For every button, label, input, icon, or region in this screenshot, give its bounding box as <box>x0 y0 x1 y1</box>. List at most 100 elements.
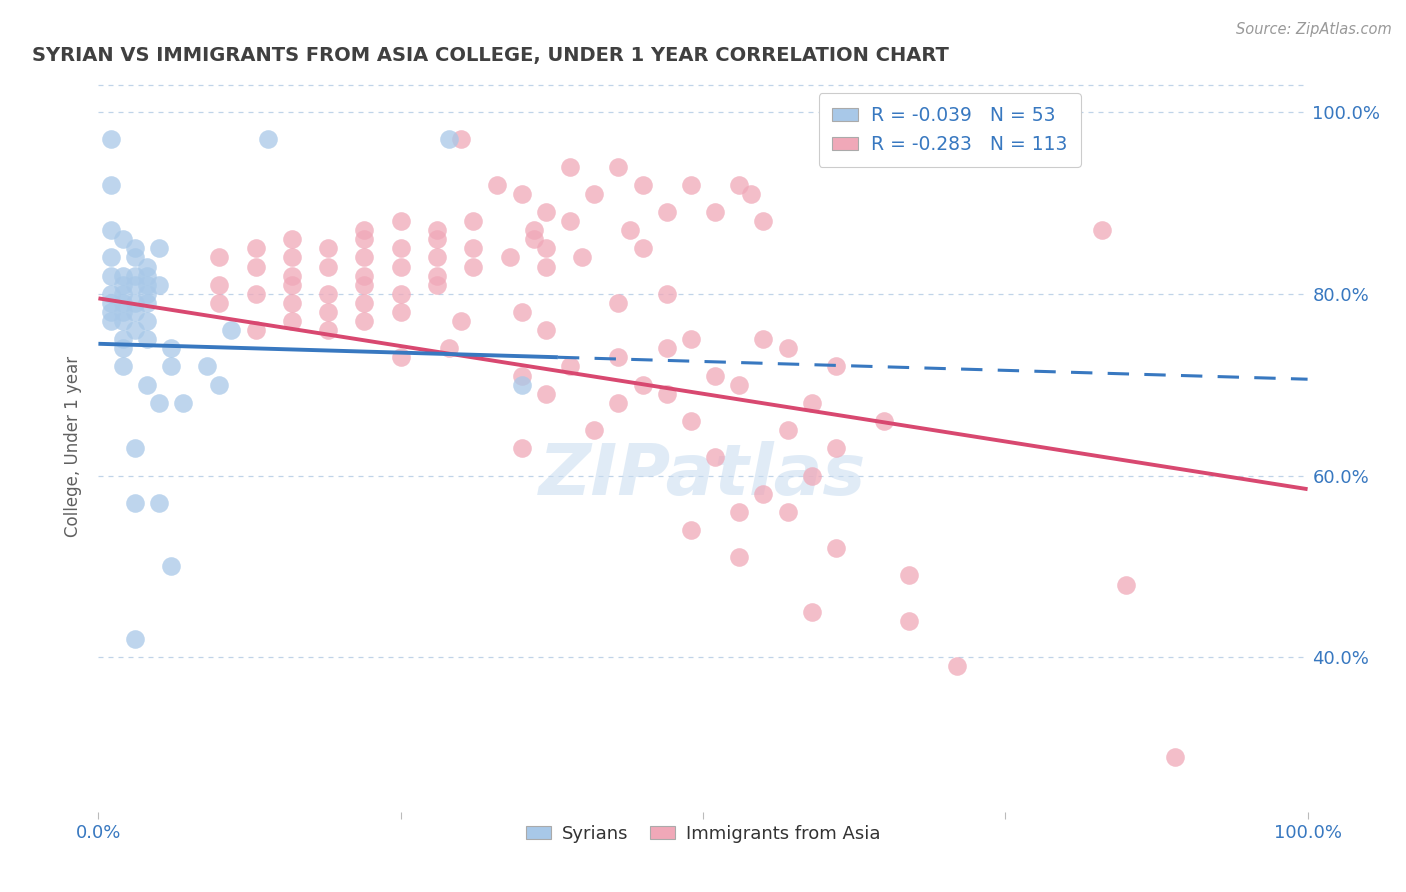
Point <box>752 486 775 500</box>
Point <box>353 223 375 237</box>
Point <box>679 414 702 428</box>
Y-axis label: College, Under 1 year: College, Under 1 year <box>65 355 83 537</box>
Point <box>728 550 751 565</box>
Point <box>160 341 183 355</box>
Point <box>437 341 460 355</box>
Point <box>523 232 546 246</box>
Point <box>498 251 520 265</box>
Point <box>245 286 267 301</box>
Point <box>825 359 848 374</box>
Point <box>221 323 243 337</box>
Point <box>316 323 339 337</box>
Point <box>111 232 134 246</box>
Point <box>353 232 375 246</box>
Legend: Syrians, Immigrants from Asia: Syrians, Immigrants from Asia <box>519 818 887 850</box>
Point <box>353 277 375 292</box>
Point <box>124 632 146 646</box>
Point <box>208 251 231 265</box>
Point <box>111 359 134 374</box>
Point <box>281 268 304 283</box>
Point <box>534 241 557 255</box>
Point <box>426 277 449 292</box>
Point <box>316 260 339 274</box>
Point <box>111 277 134 292</box>
Point <box>510 186 533 201</box>
Point <box>776 341 799 355</box>
Point <box>800 396 823 410</box>
Point <box>353 251 375 265</box>
Point <box>752 214 775 228</box>
Point <box>100 223 122 237</box>
Point <box>148 277 170 292</box>
Point <box>316 286 339 301</box>
Point <box>510 305 533 319</box>
Point <box>353 268 375 283</box>
Point <box>631 241 654 255</box>
Point <box>389 214 412 228</box>
Point <box>389 260 412 274</box>
Point <box>135 377 157 392</box>
Point <box>148 396 170 410</box>
Point <box>124 442 146 456</box>
Point <box>619 223 641 237</box>
Point <box>583 186 606 201</box>
Point <box>728 505 751 519</box>
Text: ZIPatlas: ZIPatlas <box>540 441 866 509</box>
Point <box>946 659 969 673</box>
Point <box>740 186 762 201</box>
Point <box>111 305 134 319</box>
Point <box>124 296 146 310</box>
Point <box>124 241 146 255</box>
Point <box>800 468 823 483</box>
Point <box>281 232 304 246</box>
Point <box>728 377 751 392</box>
Point <box>655 205 678 219</box>
Point <box>450 132 472 146</box>
Point <box>208 377 231 392</box>
Point <box>124 323 146 337</box>
Point <box>389 241 412 255</box>
Point <box>100 251 122 265</box>
Point <box>463 241 485 255</box>
Point <box>281 314 304 328</box>
Point <box>510 442 533 456</box>
Point <box>124 496 146 510</box>
Point <box>135 314 157 328</box>
Point <box>316 241 339 255</box>
Point <box>704 450 727 465</box>
Point <box>437 132 460 146</box>
Point <box>281 296 304 310</box>
Point <box>256 132 278 146</box>
Point <box>135 332 157 346</box>
Point <box>100 305 122 319</box>
Point <box>245 260 267 274</box>
Point <box>316 305 339 319</box>
Point <box>124 251 146 265</box>
Point <box>450 314 472 328</box>
Point <box>607 351 630 365</box>
Point <box>655 286 678 301</box>
Point <box>463 260 485 274</box>
Point <box>124 305 146 319</box>
Point <box>148 496 170 510</box>
Point <box>111 314 134 328</box>
Point <box>100 314 122 328</box>
Point <box>135 268 157 283</box>
Point <box>111 341 134 355</box>
Point <box>111 268 134 283</box>
Point <box>800 605 823 619</box>
Point <box>583 423 606 437</box>
Point <box>353 296 375 310</box>
Point <box>124 268 146 283</box>
Point <box>897 568 920 582</box>
Point <box>148 241 170 255</box>
Point <box>752 332 775 346</box>
Point <box>679 178 702 192</box>
Point <box>776 423 799 437</box>
Point <box>100 296 122 310</box>
Point <box>172 396 194 410</box>
Point <box>510 368 533 383</box>
Point <box>100 286 122 301</box>
Point <box>655 341 678 355</box>
Point <box>558 214 581 228</box>
